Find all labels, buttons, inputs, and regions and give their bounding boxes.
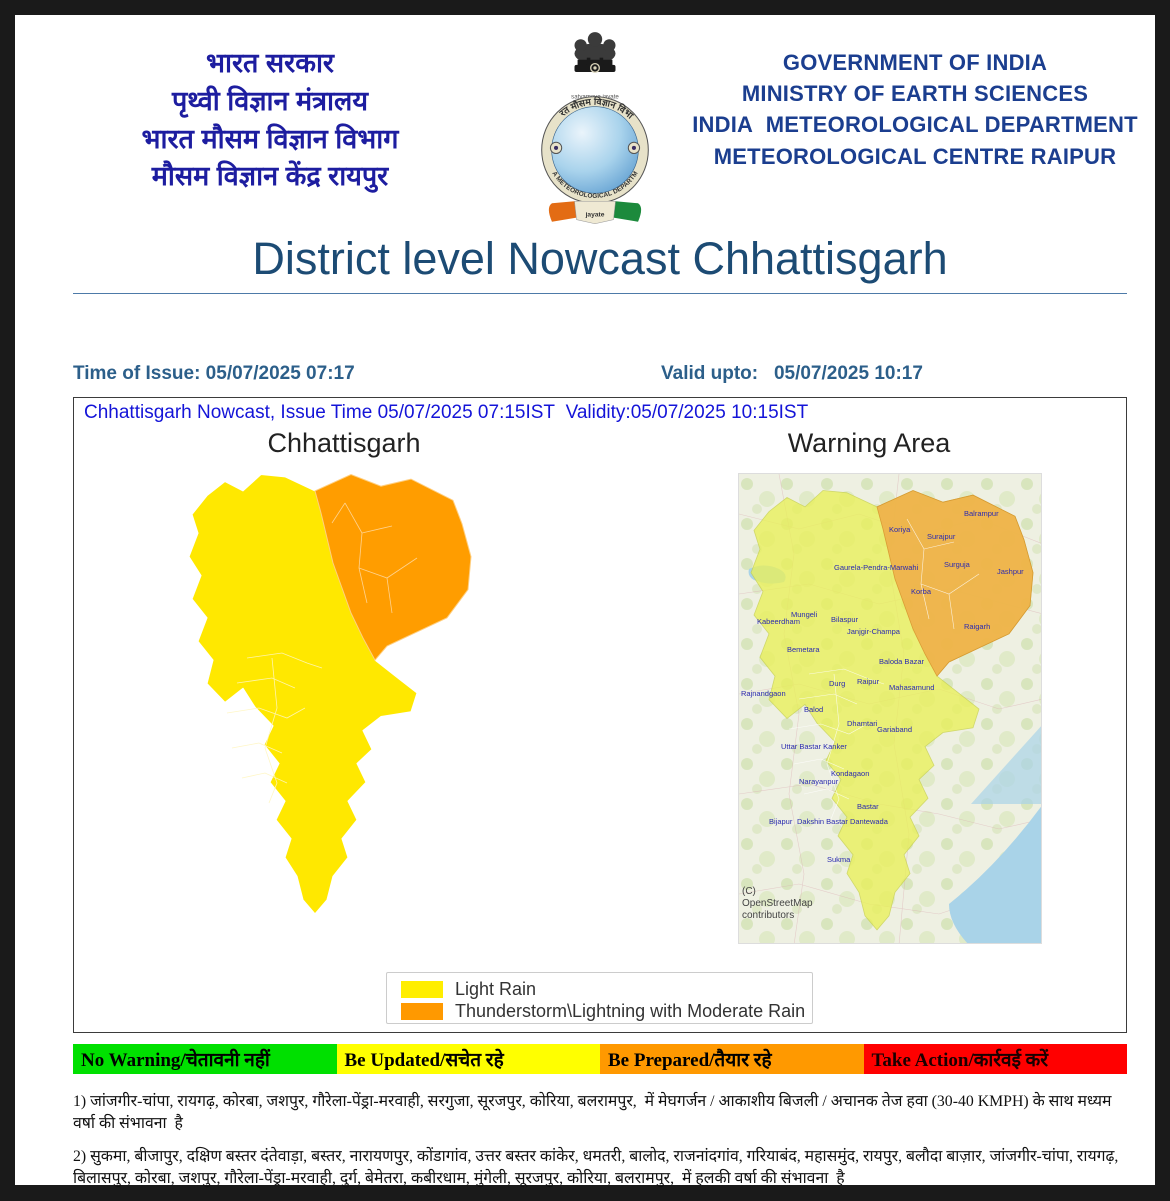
svg-text:Surguja: Surguja [944,560,971,569]
svg-text:Balodа Bazar: Balodа Bazar [879,657,925,666]
svg-text:jayate: jayate [585,212,605,219]
svg-text:Raipur: Raipur [857,677,880,686]
svg-text:Jashpur: Jashpur [997,567,1024,576]
svg-text:Durg: Durg [829,679,845,688]
svg-text:Gariaband: Gariaband [877,725,912,734]
svg-text:Surajpur: Surajpur [927,532,956,541]
svg-text:Kabeerdham: Kabeerdham [757,617,800,626]
svg-text:Sukma: Sukma [827,855,851,864]
svg-text:Dakshin Bastar Dantewada: Dakshin Bastar Dantewada [797,817,889,826]
svg-text:Narayanpur: Narayanpur [799,777,839,786]
svg-text:Bilaspur: Bilaspur [831,615,859,624]
svg-text:Rajnandgaon: Rajnandgaon [741,689,786,698]
svg-text:Balod: Balod [804,705,823,714]
svg-text:Bastar: Bastar [857,802,879,811]
svg-text:Korba: Korba [911,587,932,596]
svg-text:Bemetara: Bemetara [787,645,820,654]
svg-text:Bijapur: Bijapur [769,817,793,826]
svg-text:Uttar Bastar Kanker: Uttar Bastar Kanker [781,742,847,751]
svg-text:Raigarh: Raigarh [964,622,990,631]
svg-text:Dhamtari: Dhamtari [847,719,878,728]
svg-text:Mahasamund: Mahasamund [889,683,934,692]
svg-text:Janjgir-Champa: Janjgir-Champa [847,627,901,636]
svg-text:Gaurela-Pendra-Marwahi: Gaurela-Pendra-Marwahi [834,563,919,572]
svg-text:Balrampur: Balrampur [964,509,999,518]
svg-text:Koriya: Koriya [889,525,911,534]
